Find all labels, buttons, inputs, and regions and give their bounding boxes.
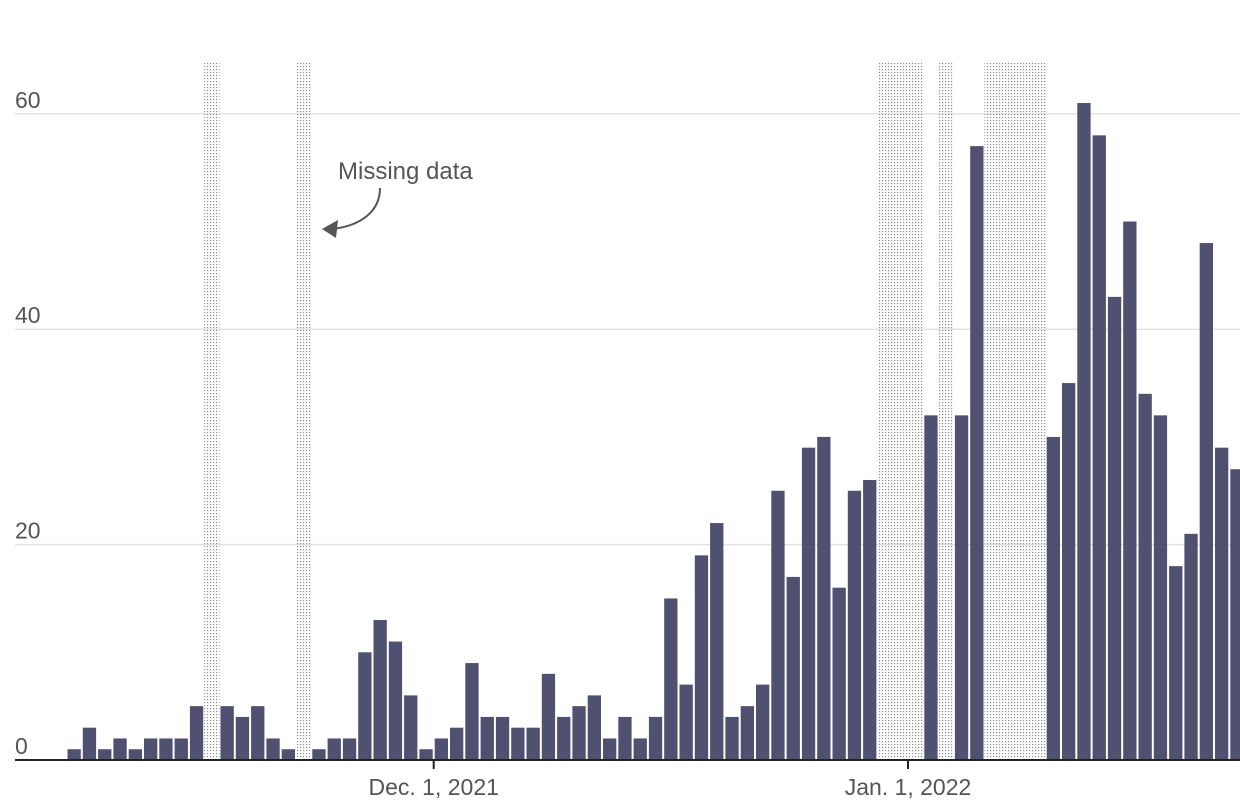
bar xyxy=(373,619,387,760)
bar xyxy=(419,749,433,760)
bar xyxy=(679,684,693,760)
bar xyxy=(618,716,632,760)
bar xyxy=(587,695,601,760)
bar xyxy=(251,706,265,760)
annotation-arrow-icon xyxy=(331,187,381,230)
bar xyxy=(128,749,142,760)
bar xyxy=(327,738,341,760)
annotation-missing-data: Missing data xyxy=(322,158,473,238)
bar xyxy=(495,716,510,760)
bar xyxy=(1199,243,1213,761)
bar xyxy=(541,673,556,760)
bar xyxy=(1092,135,1106,761)
missing-data-region xyxy=(204,63,220,760)
y-tick-label: 20 xyxy=(15,518,41,544)
bar xyxy=(526,727,540,760)
bar xyxy=(970,146,984,761)
bar xyxy=(694,555,709,760)
bar xyxy=(847,490,862,760)
bar xyxy=(1184,533,1198,760)
bar xyxy=(67,749,81,760)
missing-data-region xyxy=(984,63,1046,760)
bar xyxy=(725,716,739,760)
bar xyxy=(450,727,464,760)
bar xyxy=(312,749,326,760)
bar xyxy=(756,684,770,760)
x-tick-label: Jan. 1, 2022 xyxy=(845,774,972,800)
bar xyxy=(465,663,479,760)
bar xyxy=(82,727,97,760)
missing-data-region xyxy=(296,63,312,760)
bar xyxy=(863,479,877,760)
bar xyxy=(511,727,525,760)
bar xyxy=(603,738,617,760)
bar xyxy=(1138,393,1152,760)
bar xyxy=(1169,566,1183,760)
bar xyxy=(1123,221,1137,760)
bar xyxy=(786,576,800,760)
bars xyxy=(67,103,1240,761)
bar xyxy=(358,652,372,760)
bar xyxy=(1230,469,1240,760)
bar xyxy=(404,695,418,760)
bar xyxy=(220,706,234,760)
bar xyxy=(266,738,280,760)
bar xyxy=(832,587,846,760)
y-tick-label: 40 xyxy=(15,302,41,328)
bar xyxy=(1215,447,1229,760)
bar xyxy=(1062,383,1076,760)
bar xyxy=(924,415,938,760)
y-tick-label: 60 xyxy=(15,87,41,113)
missing-data-regions xyxy=(204,63,1046,760)
bar xyxy=(557,716,571,760)
x-tick-label: Dec. 1, 2021 xyxy=(368,774,498,800)
x-axis: Dec. 1, 2021 Jan. 1, 2022 xyxy=(15,759,1240,800)
bar xyxy=(771,490,785,760)
missing-data-label: Missing data xyxy=(338,158,473,185)
missing-data-region xyxy=(938,63,954,760)
bar xyxy=(235,716,250,760)
bar xyxy=(159,738,173,760)
bar xyxy=(801,447,816,760)
bar xyxy=(633,738,647,760)
bar xyxy=(113,738,127,760)
bar xyxy=(817,436,831,760)
bar xyxy=(342,738,357,760)
bar xyxy=(1077,103,1091,760)
missing-data-region xyxy=(877,63,924,760)
bar xyxy=(388,641,403,760)
bar xyxy=(434,738,448,760)
bar xyxy=(648,716,663,760)
bar xyxy=(174,738,188,760)
bar xyxy=(710,523,724,760)
bar xyxy=(98,749,112,760)
bar xyxy=(281,749,295,760)
bar xyxy=(664,598,678,760)
arrow-head-icon xyxy=(322,220,338,238)
bar xyxy=(189,706,204,760)
bar xyxy=(740,706,754,760)
bar xyxy=(1153,415,1168,760)
bar xyxy=(572,706,586,760)
bar xyxy=(144,738,158,760)
bar xyxy=(1107,296,1122,760)
bar xyxy=(954,415,969,760)
y-tick-label: 0 xyxy=(15,733,28,759)
bar xyxy=(1046,436,1060,760)
bar xyxy=(480,716,494,760)
